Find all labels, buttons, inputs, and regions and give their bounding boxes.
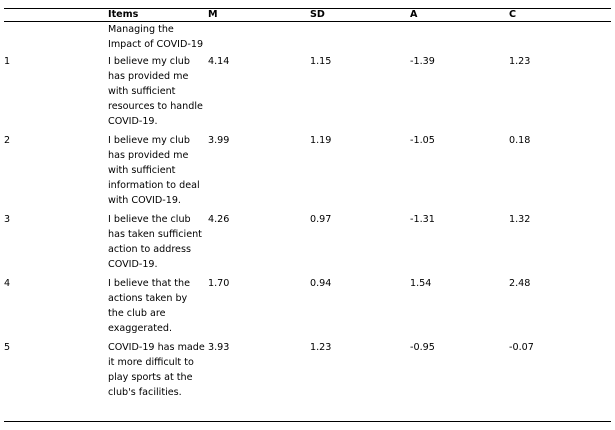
row-m: 4.14 [208,56,230,67]
header-sd: SD [310,8,410,22]
row-c: 1.23 [509,56,531,67]
row-index: 5 [4,340,108,422]
row-c: 0.18 [509,135,531,146]
row-sd: 1.15 [310,56,332,67]
row-a: -1.39 [410,56,435,67]
row-index: 4 [4,278,11,289]
row-m: 1.70 [208,278,230,289]
row-item: I believe my club has provided me with s… [108,135,200,206]
table-row: 3 I believe the club has taken sufficient… [4,212,611,276]
row-a: -1.31 [410,214,435,225]
header-row: Items M SD A C [4,8,611,22]
row-a: -1.05 [410,135,435,146]
table-row: 4 I believe that the actions taken by the… [4,276,611,340]
header-items: Items [108,8,208,22]
row-index: 1 [4,56,11,67]
table-row: 2 I believe my club has provided me with … [4,133,611,212]
row-c: -0.07 [509,340,611,422]
header-c: C [509,8,611,22]
header-m: M [208,8,310,22]
row-c: 2.48 [509,278,531,289]
row-m: 3.99 [208,135,230,146]
row-item: I believe my club has provided me with s… [108,56,203,127]
row-index: 2 [4,135,11,146]
row-item: I believe that the actions taken by the … [108,278,191,334]
group-label: Managing the Impact of COVID-19 [108,24,204,50]
row-sd: 0.97 [310,214,332,225]
header-index [4,8,108,22]
row-m: 4.26 [208,214,230,225]
group-index-cell [4,22,108,55]
row-a: -0.95 [410,340,509,422]
header-a: A [410,8,509,22]
row-index: 3 [4,214,11,225]
row-item: I believe the club has taken sufficient … [108,214,202,270]
statistics-table: Items M SD A C Managing the Impact of CO… [4,8,611,422]
table-row: 5 COVID-19 has made it more difficult to … [4,340,611,422]
row-sd: 0.94 [310,278,332,289]
row-item: COVID-19 has made it more difficult to p… [108,340,208,422]
row-sd: 1.23 [310,340,410,422]
row-m: 3.93 [208,340,310,422]
table-row: 1 I believe my club has provided me with … [4,54,611,133]
group-row: Managing the Impact of COVID-19 [4,22,611,55]
row-a: 1.54 [410,278,432,289]
row-c: 1.32 [509,214,531,225]
row-sd: 1.19 [310,135,332,146]
